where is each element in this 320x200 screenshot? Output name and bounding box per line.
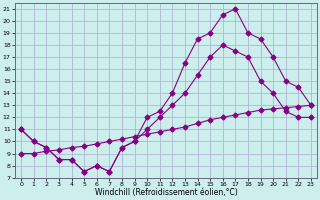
X-axis label: Windchill (Refroidissement éolien,°C): Windchill (Refroidissement éolien,°C) — [95, 188, 237, 197]
